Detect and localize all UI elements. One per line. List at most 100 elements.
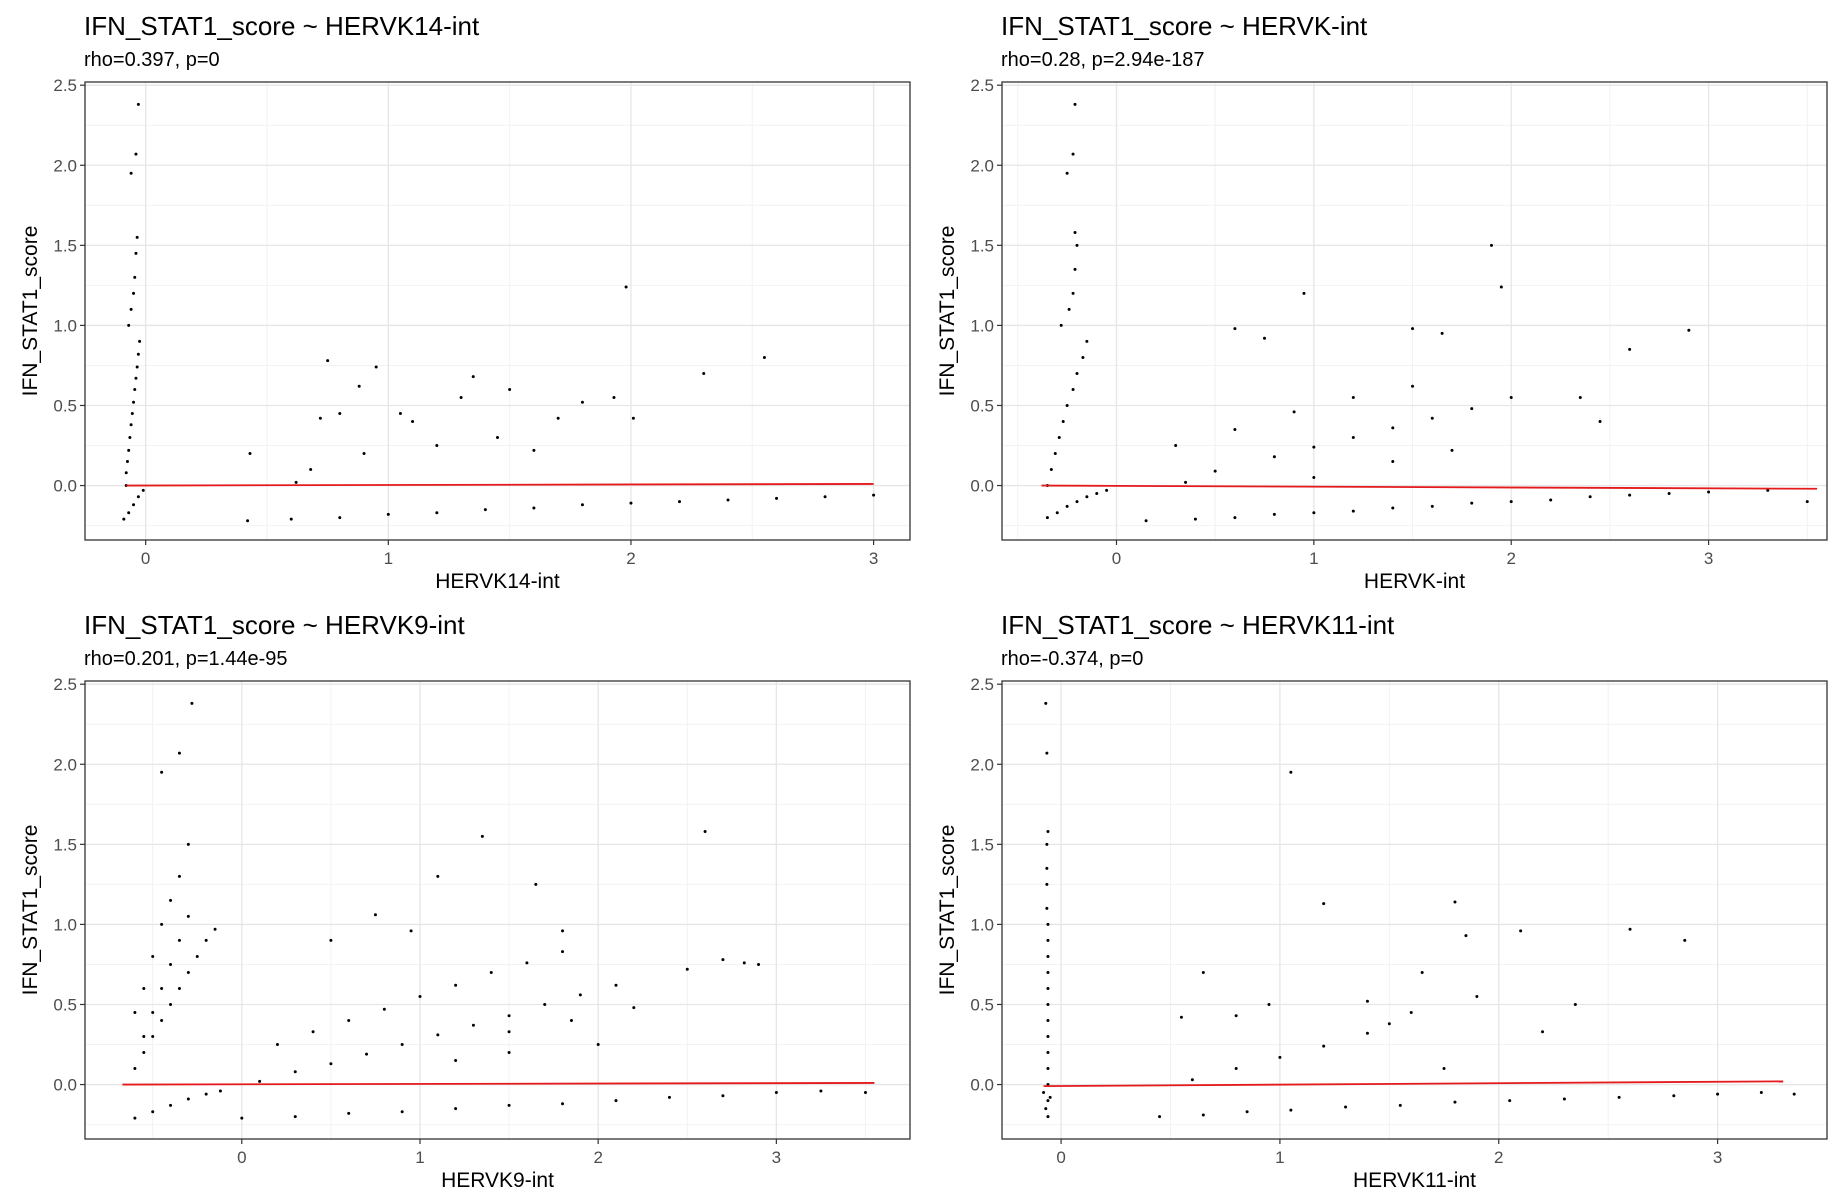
data-point — [1233, 327, 1237, 331]
data-point — [454, 1107, 458, 1111]
data-point — [1499, 285, 1503, 289]
data-point — [1351, 395, 1355, 399]
y-tick-label: 1.5 — [53, 236, 77, 255]
data-point — [1430, 416, 1434, 420]
data-point — [1464, 934, 1468, 938]
data-point — [169, 898, 173, 902]
data-point — [632, 1006, 636, 1010]
data-point — [177, 938, 181, 942]
data-point — [1628, 493, 1632, 497]
data-point — [133, 1116, 137, 1120]
data-point — [624, 285, 628, 289]
data-point — [338, 411, 342, 415]
data-point — [702, 371, 706, 375]
data-point — [1398, 1103, 1402, 1107]
data-point — [160, 986, 164, 990]
plot-background — [85, 681, 910, 1139]
data-point — [1193, 517, 1197, 521]
data-point — [578, 993, 582, 997]
data-point — [1687, 328, 1691, 332]
y-axis-label: IFN_STAT1_score — [936, 226, 959, 397]
data-point — [1667, 492, 1671, 496]
data-point — [863, 1091, 867, 1095]
data-point — [1430, 504, 1434, 508]
data-point — [177, 751, 181, 755]
data-point — [471, 375, 475, 379]
data-point — [1045, 906, 1049, 910]
data-point — [151, 1010, 155, 1014]
data-point — [1046, 986, 1050, 990]
data-point — [677, 500, 681, 504]
x-axis-label: HERVK11-int — [1353, 1169, 1476, 1192]
y-tick-label: 2.0 — [970, 156, 994, 175]
data-point — [1057, 436, 1061, 440]
data-point — [1440, 331, 1444, 335]
fit-line — [1043, 1080, 1784, 1088]
data-point — [507, 1030, 511, 1034]
data-point — [435, 444, 439, 448]
data-point — [483, 508, 487, 512]
plot-background — [1002, 82, 1827, 540]
data-point — [1073, 102, 1077, 106]
data-point — [1046, 1099, 1050, 1103]
data-point — [125, 460, 129, 464]
chart-title: IFN_STAT1_score ~ HERVK14-int — [84, 11, 480, 41]
x-axis-label: HERVK-int — [1364, 570, 1465, 593]
data-point — [1213, 469, 1217, 473]
data-point — [1312, 445, 1316, 449]
data-point — [135, 235, 139, 239]
data-point — [409, 929, 413, 933]
data-point — [169, 1103, 173, 1107]
grid — [85, 681, 910, 1139]
data-point — [130, 411, 134, 415]
data-point — [418, 994, 422, 998]
data-point — [1766, 488, 1770, 492]
data-point — [1312, 511, 1316, 515]
y-axis-label: IFN_STAT1_score — [19, 825, 42, 996]
chart-subtitle: rho=0.201, p=1.44e-95 — [84, 648, 288, 670]
data-point — [1391, 506, 1395, 510]
data-point — [1289, 770, 1293, 774]
data-point — [1067, 307, 1071, 311]
data-point — [721, 1094, 725, 1098]
data-point — [569, 1018, 573, 1022]
data-point — [248, 452, 252, 456]
y-tick-label: 1.5 — [970, 236, 994, 255]
data-point — [1263, 336, 1266, 340]
data-point — [1509, 500, 1513, 504]
data-point — [1049, 468, 1053, 472]
data-point — [169, 962, 173, 966]
data-point — [1071, 387, 1075, 391]
scatter-panel-hervk14: IFN_STAT1_score ~ HERVK14-int rho=0.397, … — [19, 11, 911, 593]
data-point — [1278, 1055, 1282, 1059]
data-point — [160, 770, 164, 774]
data-point — [1672, 1094, 1676, 1098]
x-tick-label: 2 — [1494, 1148, 1503, 1167]
data-point — [1292, 410, 1296, 414]
data-point — [186, 914, 190, 918]
data-point — [142, 986, 146, 990]
fit-line — [1041, 484, 1818, 490]
data-point — [872, 493, 876, 497]
data-point — [124, 471, 128, 475]
data-point — [1470, 501, 1474, 505]
x-tick-label: 0 — [1112, 549, 1121, 568]
y-tick-label: 1.0 — [970, 915, 994, 934]
y-tick-label: 0.0 — [970, 1076, 994, 1095]
data-point — [1683, 938, 1687, 942]
data-point — [1272, 455, 1276, 459]
data-point — [1549, 498, 1553, 502]
data-points — [133, 701, 867, 1120]
data-point — [1045, 842, 1049, 846]
x-tick-label: 0 — [1056, 1148, 1065, 1167]
data-point — [1065, 171, 1069, 175]
data-point — [1387, 1022, 1391, 1026]
data-point — [480, 834, 484, 838]
data-point — [436, 874, 440, 878]
data-point — [132, 291, 136, 295]
data-point — [525, 961, 529, 965]
data-point — [129, 171, 133, 175]
data-point — [1598, 419, 1602, 423]
data-point — [631, 416, 635, 420]
data-point — [160, 922, 164, 926]
